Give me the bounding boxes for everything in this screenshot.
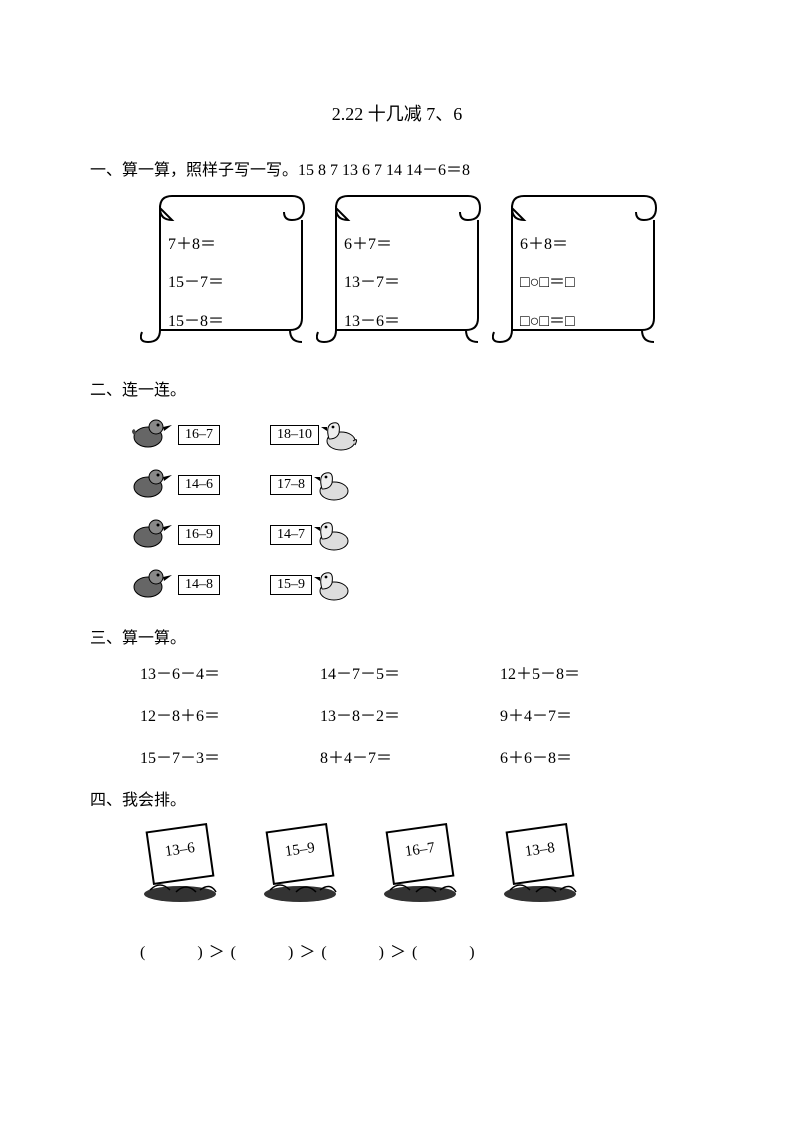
left-expr-1: 16–7 bbox=[178, 425, 220, 445]
scroll-2: 6＋7＝ 13－7＝ 13－6＝ bbox=[316, 190, 486, 350]
scroll-icon bbox=[140, 190, 310, 350]
right-expr-4: 15–9 bbox=[270, 575, 312, 595]
match-group: 16–7 18–10 bbox=[130, 410, 704, 610]
calc-cell: 12－8＋6＝ bbox=[140, 702, 320, 726]
card-icon bbox=[490, 820, 590, 910]
scroll2-line3: 13－6＝ bbox=[344, 303, 400, 341]
sort-card-3: 16–7 bbox=[370, 820, 470, 910]
calc-cell: 15－7－3＝ bbox=[140, 744, 320, 768]
calc-cell: 8＋4－7＝ bbox=[320, 744, 500, 768]
duck-icon bbox=[312, 465, 356, 505]
duck-icon bbox=[312, 515, 356, 555]
match-row: 16–7 18–10 bbox=[130, 410, 704, 460]
section2-heading: 二、连一连。 bbox=[90, 376, 704, 400]
scroll3-line2: □○□＝□ bbox=[520, 264, 575, 302]
duck-icon bbox=[312, 565, 356, 605]
duck-icon bbox=[319, 415, 363, 455]
calc-cell: 13－6－4＝ bbox=[140, 660, 320, 684]
match-row: 14–6 17–8 bbox=[130, 460, 704, 510]
scroll-3: 6＋8＝ □○□＝□ □○□＝□ bbox=[492, 190, 662, 350]
sort-card-1: 13–6 bbox=[130, 820, 230, 910]
scroll1-line3: 15－8＝ bbox=[168, 303, 224, 341]
scroll2-line1: 6＋7＝ bbox=[344, 226, 400, 264]
section3-heading: 三、算一算。 bbox=[90, 624, 704, 648]
calc-cell: 6＋6－8＝ bbox=[500, 744, 680, 768]
calc-cell: 14－7－5＝ bbox=[320, 660, 500, 684]
left-expr-3: 16–9 bbox=[178, 525, 220, 545]
card-icon bbox=[370, 820, 470, 910]
card-icon bbox=[130, 820, 230, 910]
bird-icon bbox=[130, 415, 178, 455]
scroll-group: 7＋8＝ 15－7＝ 15－8＝ 6＋7＝ 13－7＝ 13－6＝ 6＋8＝ □… bbox=[140, 190, 704, 350]
left-expr-4: 14–8 bbox=[178, 575, 220, 595]
compare-row: ( ) ＞ ( ) ＞ ( ) ＞ ( ) bbox=[140, 938, 704, 962]
section1-heading: 一、算一算，照样子写一写。15 8 7 13 6 7 14 14－6＝8 bbox=[90, 156, 704, 180]
scroll-icon bbox=[316, 190, 486, 350]
sort-card-2: 15–9 bbox=[250, 820, 350, 910]
scroll-1: 7＋8＝ 15－7＝ 15－8＝ bbox=[140, 190, 310, 350]
bird-icon bbox=[130, 515, 178, 555]
match-row: 14–8 15–9 bbox=[130, 560, 704, 610]
bird-icon bbox=[130, 465, 178, 505]
scroll3-line3: □○□＝□ bbox=[520, 303, 575, 341]
calc-grid: 13－6－4＝ 14－7－5＝ 12＋5－8＝ 12－8＋6＝ 13－8－2＝ … bbox=[140, 660, 704, 768]
bird-icon bbox=[130, 565, 178, 605]
calc-cell: 9＋4－7＝ bbox=[500, 702, 680, 726]
page-title: 2.22 十几减 7、6 bbox=[90, 100, 704, 126]
left-expr-2: 14–6 bbox=[178, 475, 220, 495]
match-row: 16–9 14–7 bbox=[130, 510, 704, 560]
scroll2-line2: 13－7＝ bbox=[344, 264, 400, 302]
right-expr-3: 14–7 bbox=[270, 525, 312, 545]
right-expr-1: 18–10 bbox=[270, 425, 319, 445]
scroll3-line1: 6＋8＝ bbox=[520, 226, 575, 264]
scroll1-line1: 7＋8＝ bbox=[168, 226, 224, 264]
scroll1-line2: 15－7＝ bbox=[168, 264, 224, 302]
sort-card-4: 13–8 bbox=[490, 820, 590, 910]
card-icon bbox=[250, 820, 350, 910]
scroll-icon bbox=[492, 190, 662, 350]
section4-heading: 四、我会排。 bbox=[90, 786, 704, 810]
calc-cell: 12＋5－8＝ bbox=[500, 660, 680, 684]
sort-row: 13–6 15–9 16–7 13–8 bbox=[130, 820, 704, 910]
right-expr-2: 17–8 bbox=[270, 475, 312, 495]
calc-cell: 13－8－2＝ bbox=[320, 702, 500, 726]
